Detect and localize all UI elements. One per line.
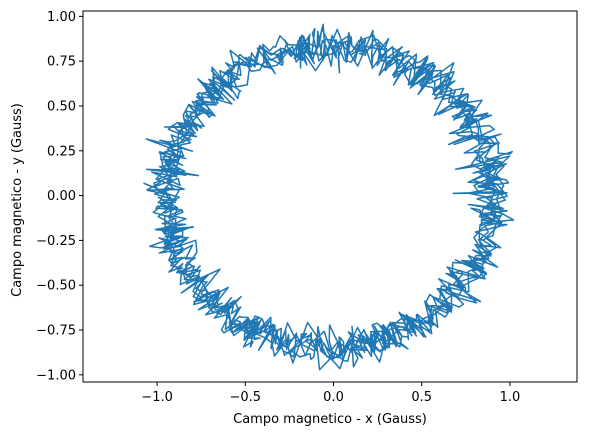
- y-axis-ticks: −1.00 −0.75 −0.50 −0.25 0.00 0.25 0.50 0.75 1.00: [36, 10, 83, 383]
- x-tick-label: 1.0: [500, 390, 521, 405]
- plot-frame: [82, 10, 578, 383]
- y-tick-label: 0.75: [47, 55, 76, 70]
- series-line-0: [143, 23, 515, 371]
- x-tick-label: 0.0: [323, 390, 344, 405]
- y-tick-label: 1.00: [47, 10, 76, 25]
- y-tick-label: −0.50: [36, 279, 76, 294]
- y-tick-label: −0.25: [36, 234, 76, 249]
- x-tick-label: 0.5: [411, 390, 432, 405]
- series-trace: [143, 23, 515, 371]
- x-tick-label: −0.5: [230, 390, 262, 405]
- y-tick-label: −1.00: [36, 368, 76, 383]
- y-tick-label: 0.50: [47, 99, 76, 114]
- x-axis-ticks: −1.0 −0.5 0.0 0.5 1.0: [141, 382, 520, 405]
- y-tick-label: 0.25: [47, 144, 76, 159]
- y-tick-label: −0.75: [36, 324, 76, 339]
- y-axis-label: Campo magnetico - y (Gauss): [10, 103, 25, 297]
- y-tick-label: 0.00: [47, 189, 76, 204]
- x-tick-label: −1.0: [141, 390, 173, 405]
- x-axis-label: Campo magnetico - x (Gauss): [233, 412, 427, 427]
